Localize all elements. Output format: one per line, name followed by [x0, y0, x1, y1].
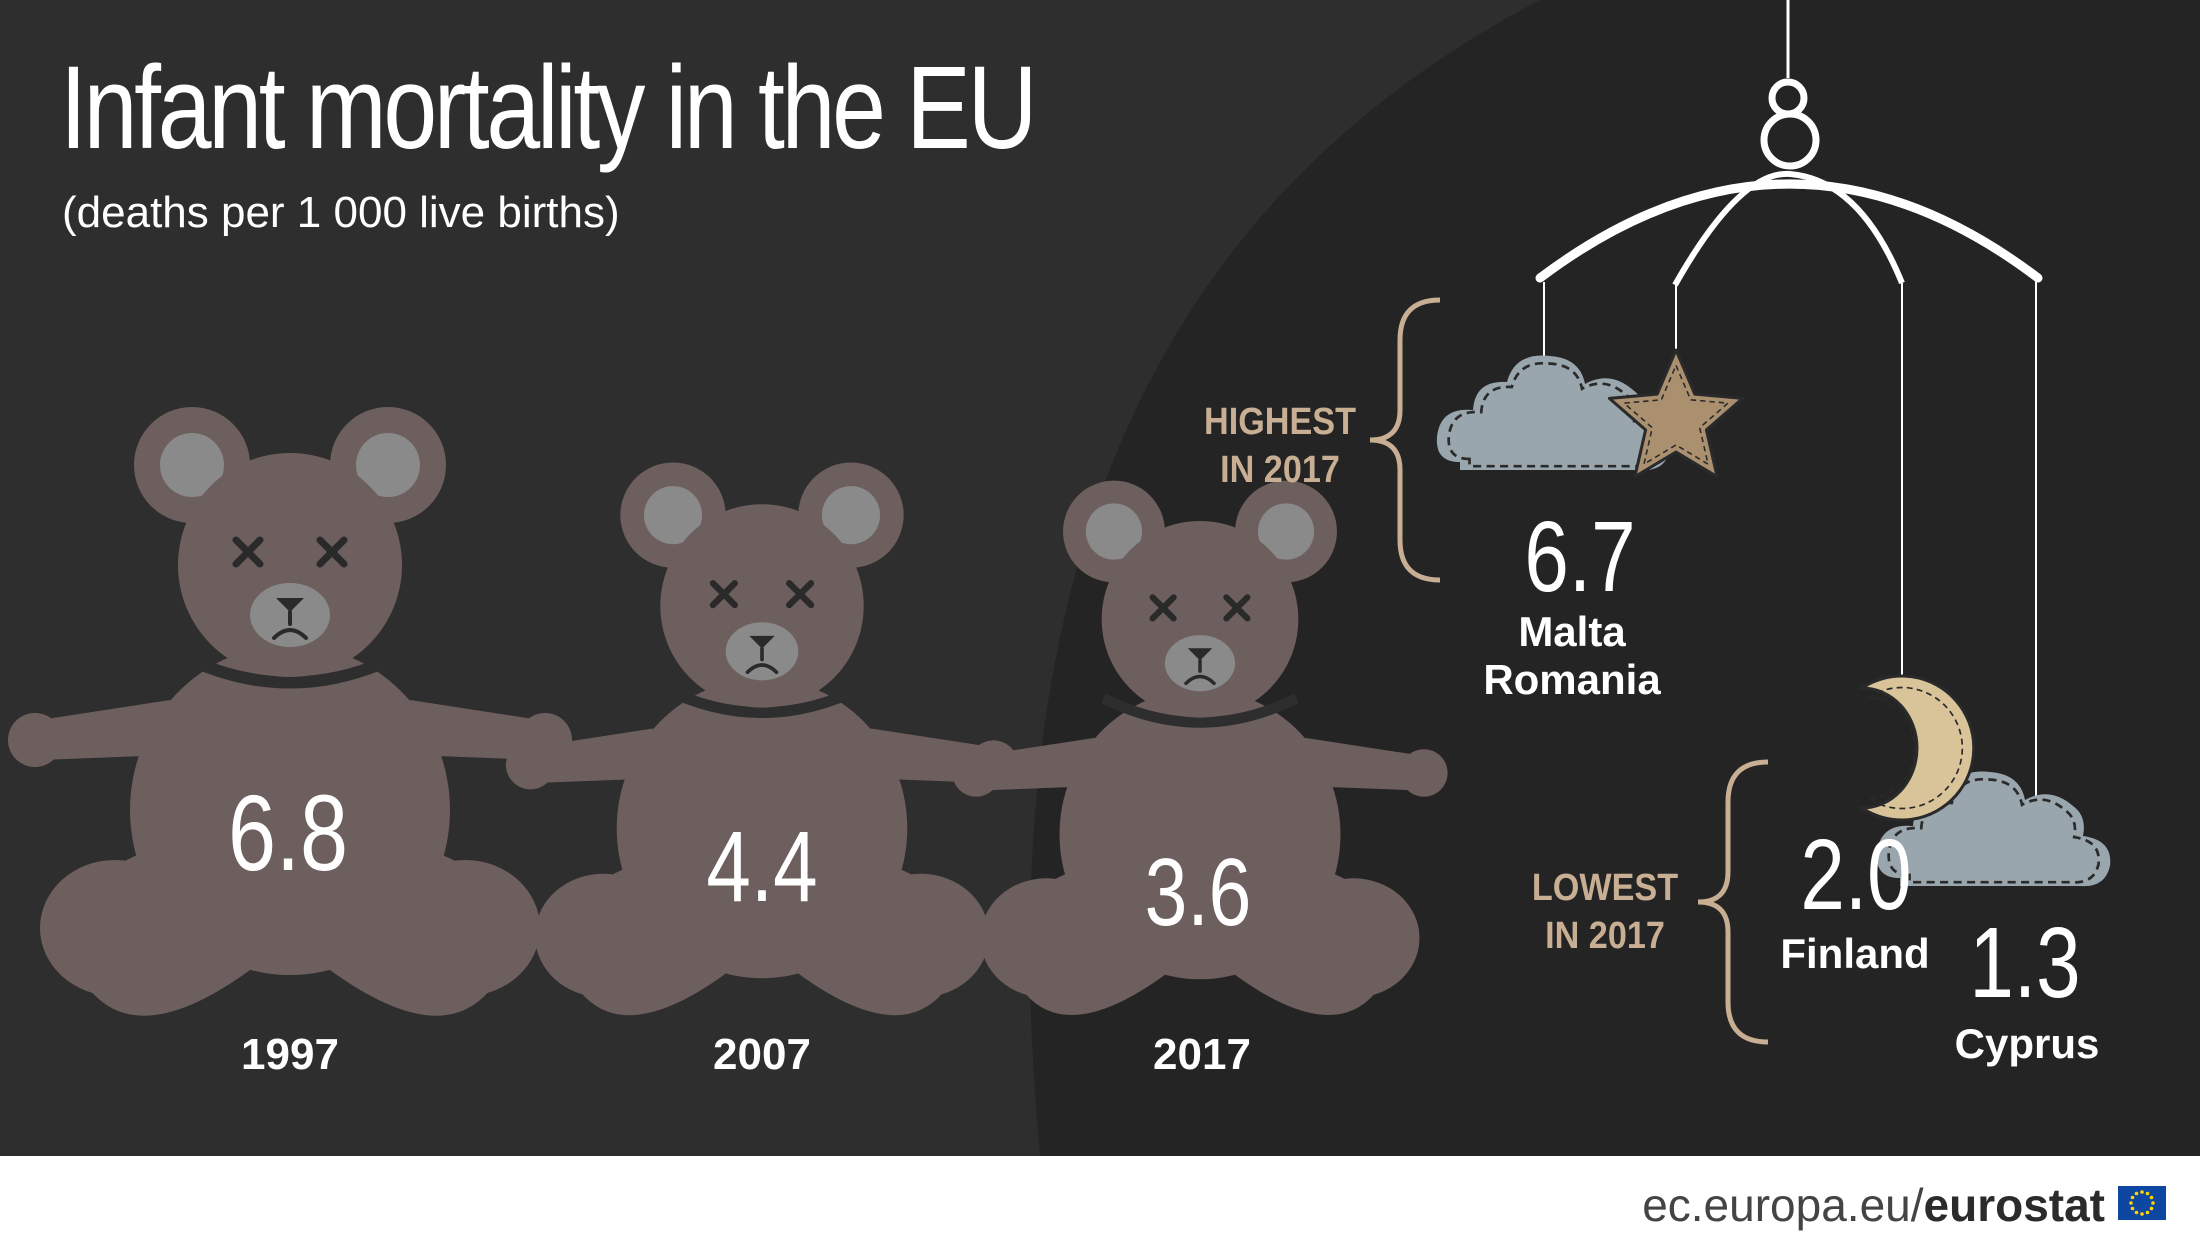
country-finland: Finland — [1780, 930, 1930, 977]
baby-mobile — [1436, 0, 2111, 887]
braces — [1369, 297, 1769, 1045]
page-title: Infant mortality in the EU — [60, 42, 1037, 174]
highest-tag: HIGHEST IN 2017 — [1199, 398, 1361, 494]
footer-url: ec.europa.eu/ — [1642, 1179, 1924, 1231]
country-romania: Romania — [1483, 656, 1661, 703]
highest-countries: Malta Romania — [1483, 608, 1660, 704]
highest-value: 6.7 — [1524, 501, 1636, 613]
country-malta: Malta — [1518, 608, 1626, 655]
bears-group — [8, 407, 1448, 1016]
star-icon — [1607, 348, 1745, 479]
country-cyprus: Cyprus — [1954, 1020, 2100, 1067]
moon-icon — [1857, 674, 1976, 822]
lowest-tag: LOWEST IN 2017 — [1524, 864, 1686, 960]
lowest-tag-line-2: IN 2017 — [1545, 915, 1665, 957]
bear-value-2017: 3.6 — [1144, 839, 1252, 946]
lowest-brace — [1697, 759, 1769, 1045]
year-label-1997: 1997 — [241, 1030, 339, 1079]
page-subtitle: (deaths per 1 000 live births) — [62, 188, 620, 237]
highest-brace — [1369, 297, 1441, 583]
teddy-bear-icon — [505, 462, 1019, 1016]
footer-link[interactable]: ec.europa.eu/eurostat — [1642, 1178, 2105, 1232]
highest-tag-line-1: HIGHEST — [1203, 401, 1357, 443]
lowest-value-finland: 2.0 — [1800, 819, 1912, 931]
year-label-2017: 2017 — [1153, 1030, 1251, 1079]
footer-brand: eurostat — [1923, 1179, 2105, 1231]
teddy-bear-icon — [8, 407, 572, 1016]
eu-flag-icon — [2118, 1186, 2166, 1220]
footer-strip — [0, 1156, 2200, 1256]
lowest-value-cyprus: 1.3 — [1969, 907, 2081, 1019]
bear-value-2007: 4.4 — [706, 811, 818, 923]
bear-value-1997: 6.8 — [227, 772, 349, 893]
year-label-2007: 2007 — [713, 1030, 811, 1079]
lowest-tag-line-1: LOWEST — [1531, 867, 1679, 909]
highest-tag-line-2: IN 2017 — [1220, 449, 1340, 491]
teddy-bear-icon — [952, 480, 1448, 1016]
